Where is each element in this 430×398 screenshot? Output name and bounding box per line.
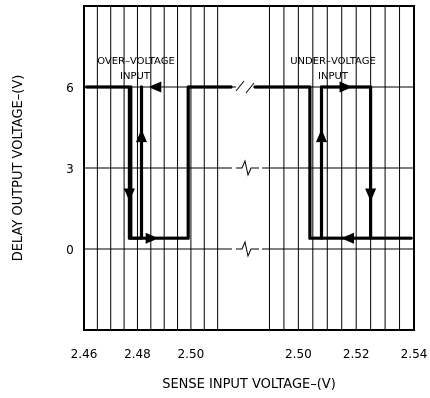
xtick-label: 2.54 bbox=[401, 347, 428, 361]
ylabel: DELAY OUTPUT VOLTAGE–(V) bbox=[11, 75, 26, 262]
axis-break-mark bbox=[224, 240, 259, 258]
ytick-label: 6 bbox=[66, 81, 74, 95]
xtick-label: 2.50 bbox=[285, 347, 312, 361]
axis-break-marks bbox=[224, 80, 259, 258]
direction-arrow bbox=[365, 188, 377, 202]
xtick-label: 2.50 bbox=[178, 347, 205, 361]
direction-arrow bbox=[135, 129, 147, 143]
axis-break-mark bbox=[224, 159, 259, 177]
series-line bbox=[129, 85, 233, 240]
plot-frame bbox=[83, 5, 415, 331]
axis-break-mark bbox=[235, 80, 255, 94]
direction-arrow bbox=[315, 129, 327, 143]
xtick-label: 2.48 bbox=[124, 347, 151, 361]
series-line bbox=[319, 85, 373, 240]
direction-arrow bbox=[341, 232, 355, 244]
direction-arrow bbox=[145, 232, 159, 244]
xtick-label: 2.46 bbox=[71, 347, 98, 361]
xtick-label: 2.52 bbox=[343, 347, 370, 361]
series-line bbox=[253, 85, 413, 240]
direction-arrow bbox=[123, 188, 135, 202]
ytick-label: 3 bbox=[66, 162, 74, 176]
direction-arrow bbox=[339, 81, 353, 93]
under-voltage-annotation-line2: INPUT bbox=[318, 71, 349, 82]
direction-arrows bbox=[123, 81, 377, 244]
series-line bbox=[85, 85, 144, 240]
axis-break-gap bbox=[236, 81, 254, 93]
xlabel: SENSE INPUT VOLTAGE–(V) bbox=[162, 377, 336, 392]
direction-arrow bbox=[148, 81, 162, 93]
label-layer: 0 3 6 2.46 2.48 2.50 2.50 2.52 2.54 bbox=[66, 81, 427, 361]
under-voltage-annotation-line1: UNDER–VOLTAGE bbox=[290, 56, 376, 67]
over-voltage-annotation-line2: INPUT bbox=[120, 71, 151, 82]
ytick-label: 0 bbox=[66, 243, 74, 257]
series-layer bbox=[85, 85, 413, 240]
over-voltage-annotation-line1: OVER–VOLTAGE bbox=[97, 56, 175, 67]
grid-layer bbox=[84, 6, 414, 330]
